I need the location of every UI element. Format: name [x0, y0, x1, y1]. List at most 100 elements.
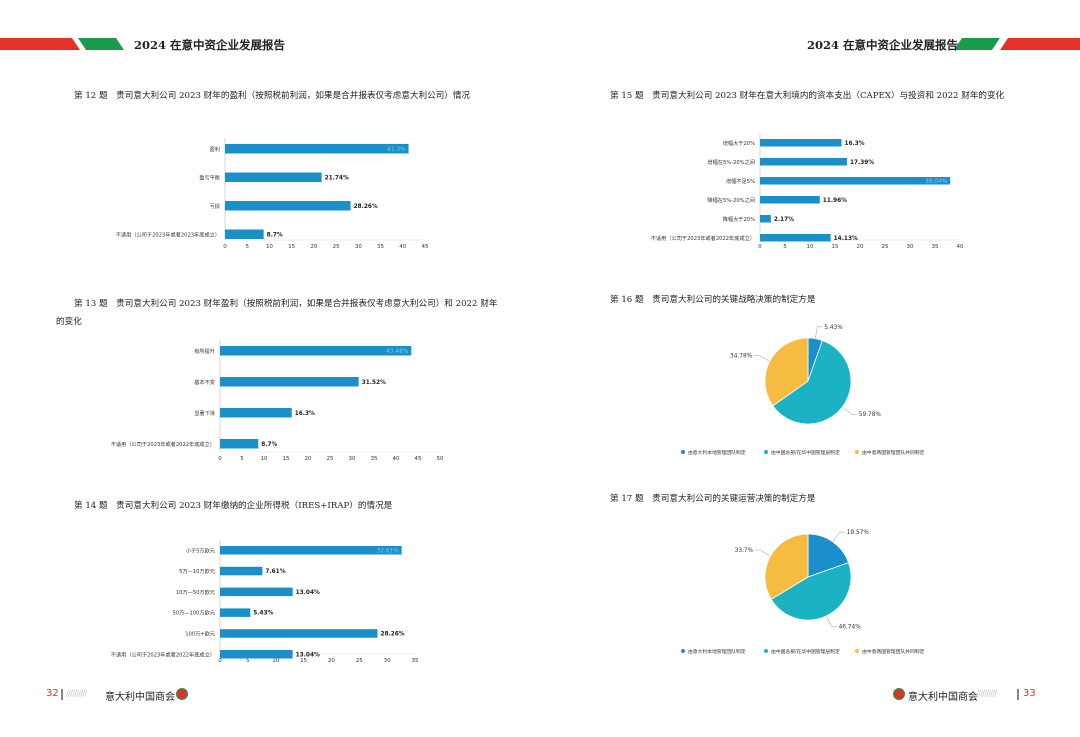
- x-tick-label: 40: [399, 244, 406, 250]
- chart-q13: 0 5 10 15 20 25 30 35 40 45 50 有所提升 43.48% 基本不变 31.52%…: [111, 340, 444, 462]
- question-14-title: 第 14 题 贵司意大利公司 2023 财年缴纳的企业所得税（IRES+IRAP…: [74, 501, 393, 511]
- page-number-left: 32: [46, 688, 59, 699]
- data-label: 17.39%: [850, 160, 874, 166]
- category-label: 显著下滑: [194, 409, 215, 417]
- x-tick-label: 30: [384, 658, 391, 664]
- category-label: 亏损: [210, 202, 220, 210]
- category-label: 增幅大于20%: [723, 139, 755, 147]
- x-tick-label: 30: [907, 244, 914, 250]
- bar: [760, 177, 951, 185]
- pie-data-label: 19.57%: [847, 530, 870, 536]
- header-stripe-red-right: [1000, 38, 1080, 50]
- data-label: 16.3%: [845, 141, 865, 147]
- header-title-right: 2024 在意中资企业发展报告: [807, 38, 959, 52]
- x-tick-label: 35: [377, 244, 384, 250]
- x-tick-label: 5: [246, 658, 250, 664]
- data-label: 21.74%: [325, 175, 349, 181]
- data-label: 43.48%: [386, 349, 409, 355]
- pie-slice: [764, 337, 809, 407]
- question-13-title: 第 13 题 贵司意大利公司 2023 财年盈利（按照税前利润，如果是合并报表仅…: [56, 299, 498, 327]
- chamber-logo-icon-right: [893, 688, 905, 700]
- header-stripe-green-right: [954, 38, 1000, 50]
- x-tick-label: 15: [283, 456, 290, 462]
- header-stripe-green-left: [78, 38, 124, 50]
- bar: [760, 215, 771, 223]
- footer-org-left: 意大利中国商会: [105, 692, 175, 703]
- x-tick-label: 0: [218, 658, 222, 664]
- pie-leader-line: [755, 549, 771, 557]
- category-label: 盈利: [210, 145, 220, 153]
- category-label: 盈亏平衡: [199, 173, 220, 181]
- data-label: 14.13%: [834, 236, 858, 242]
- x-tick-label: 50: [437, 456, 444, 462]
- bar: [760, 196, 820, 204]
- bar: [220, 546, 402, 555]
- x-tick-label: 10: [272, 658, 279, 664]
- x-tick-label: 35: [932, 244, 939, 250]
- category-label: 不适用（公司于2023年或者2022年底成立）: [111, 440, 215, 448]
- x-tick-label: 15: [288, 244, 295, 250]
- bar: [760, 158, 847, 166]
- bar: [220, 408, 292, 418]
- x-tick-label: 25: [882, 244, 889, 250]
- pie-leader-line: [826, 615, 837, 627]
- bar: [220, 346, 412, 356]
- x-tick-label: 45: [422, 244, 429, 250]
- data-label: 8.7%: [261, 442, 277, 448]
- bar: [220, 629, 378, 638]
- x-tick-label: 0: [223, 244, 227, 250]
- footer-divider-left: [61, 689, 63, 700]
- legend-marker: [681, 649, 685, 653]
- legend-marker: [681, 450, 685, 454]
- footer-slashes-left: //////////: [66, 689, 87, 699]
- category-label: 5万—10万欧元: [179, 567, 215, 575]
- data-label: 32.61%: [377, 548, 400, 554]
- pie-leader-line: [815, 326, 823, 339]
- x-tick-label: 45: [415, 456, 422, 462]
- x-tick-label: 20: [328, 658, 335, 664]
- chart-q15: 0 5 10 15 20 25 30 35 40 增幅大于20% 16.3% 增幅在5%-20%之间 1…: [651, 133, 964, 250]
- x-tick-label: 30: [349, 456, 356, 462]
- chart-q12: 0 5 10 15 20 25 30 35 40 45 盈利 41.3% 盈亏平衡 21.74% 亏损 28.…: [116, 138, 429, 250]
- x-tick-label: 0: [758, 244, 762, 250]
- bar: [220, 587, 293, 597]
- pie-data-label: 59.78%: [859, 412, 882, 418]
- category-label: 基本不变: [194, 378, 215, 386]
- category-label: 不适用（公司于2023年或者2023年底成立）: [116, 230, 220, 238]
- data-label: 41.3%: [387, 147, 406, 153]
- x-tick-label: 40: [957, 244, 964, 250]
- x-tick-label: 25: [333, 244, 340, 250]
- category-label: 不适用（公司于2023年或者2022年底成立）: [651, 234, 755, 242]
- pie-leader-line: [842, 406, 857, 415]
- x-tick-label: 25: [356, 658, 363, 664]
- category-label: 增幅不足5%: [726, 177, 755, 185]
- x-tick-label: 5: [240, 456, 244, 462]
- data-label: 38.04%: [925, 179, 948, 185]
- x-tick-label: 35: [412, 658, 419, 664]
- x-tick-label: 35: [371, 456, 378, 462]
- question-15-title: 第 15 题 贵司意大利公司 2023 财年在意大利境内的资本支出（CAPEX）…: [610, 91, 1005, 101]
- pie-data-label: 46.74%: [839, 625, 862, 631]
- legend-marker: [764, 450, 768, 454]
- bar: [760, 234, 831, 242]
- footer-divider-right: [1017, 689, 1019, 700]
- bar: [220, 608, 251, 617]
- x-tick-label: 15: [300, 658, 307, 664]
- category-label: 降幅在5%-20%之间: [707, 196, 755, 204]
- x-tick-label: 30: [355, 244, 362, 250]
- header-stripes: [0, 38, 1080, 50]
- category-label: 降幅大于20%: [723, 215, 755, 223]
- data-label: 7.61%: [265, 569, 285, 575]
- category-label: 不适用（公司于2023年或者2022年底成立）: [111, 650, 215, 658]
- x-tick-label: 0: [218, 456, 222, 462]
- data-label: 11.96%: [823, 198, 847, 204]
- footer-org-right: 意大利中国商会: [908, 692, 978, 703]
- bar: [220, 650, 293, 659]
- data-label: 28.26%: [354, 204, 378, 210]
- data-label: 13.04%: [296, 652, 320, 658]
- legend-label: 由意大利本地管理团队制定: [688, 449, 746, 456]
- x-tick-label: 20: [857, 244, 864, 250]
- bar: [225, 172, 322, 182]
- category-label: 有所提升: [194, 347, 215, 355]
- legend-label: 由中意两国管理团队共同制定: [862, 449, 925, 456]
